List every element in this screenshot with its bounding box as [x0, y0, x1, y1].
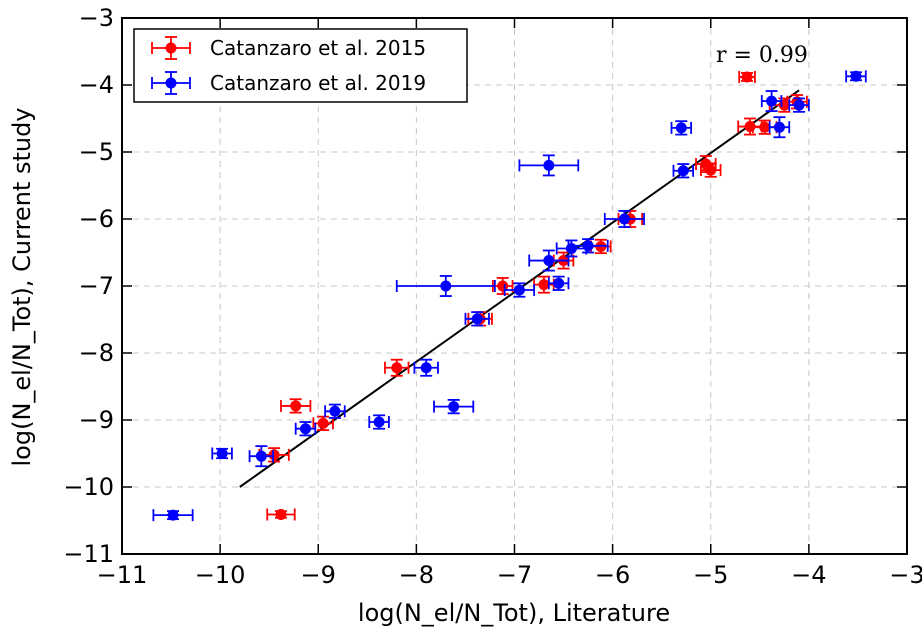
grid-layer	[122, 18, 907, 554]
data-point-marker	[513, 284, 525, 296]
data-point-marker	[275, 508, 287, 520]
data-point-marker	[538, 279, 550, 291]
x-tick-label: −4	[791, 561, 826, 589]
axes-layer: −11 −10 −9 −8 −7 −6 −5 −4 −3 −11 −10 −9 −8 −7 −6 −5 −4 −3	[63, 4, 922, 589]
data-point-series-2	[670, 120, 693, 136]
data-point-series-2	[547, 275, 570, 291]
y-tick-label: −11	[63, 540, 114, 568]
y-tick-label: −8	[79, 339, 114, 367]
x-tick-label: −5	[693, 561, 728, 589]
data-point-series-1	[258, 447, 290, 463]
data-point-series-1	[280, 398, 312, 414]
data-point-series-2	[395, 275, 496, 297]
data-point-marker	[759, 121, 771, 133]
y-tick-label: −10	[63, 473, 114, 501]
data-point-marker	[741, 71, 753, 83]
data-point-marker	[440, 280, 452, 292]
data-point-series-2	[324, 403, 346, 419]
x-tick-label: −10	[195, 561, 246, 589]
data-point-marker	[543, 255, 555, 267]
data-point-marker	[420, 362, 432, 374]
y-tick-label: −3	[79, 4, 114, 32]
data-point-marker	[766, 95, 778, 107]
data-point-marker	[165, 42, 177, 54]
y-tick-label: −9	[79, 406, 114, 434]
data-point-series-2	[603, 210, 645, 228]
legend-marker-series-2	[151, 71, 191, 95]
data-point-series-1	[492, 277, 514, 295]
legend-label-series-2: Catanzaro et al. 2019	[210, 71, 426, 95]
data-point-series-2	[768, 116, 791, 139]
data-point-series-2	[211, 447, 233, 460]
data-point-marker	[705, 164, 717, 176]
legend-label-series-1: Catanzaro et al. 2015	[210, 36, 426, 60]
x-tick-label: −8	[399, 561, 434, 589]
legend-marker-series-1	[151, 36, 191, 60]
data-point-marker	[675, 122, 687, 134]
data-point-series-2	[368, 414, 390, 430]
y-tick-label: −7	[79, 272, 114, 300]
data-point-marker	[373, 416, 385, 428]
data-point-series-2	[248, 445, 275, 468]
data-point-series-2	[294, 421, 317, 437]
data-point-series-2	[413, 358, 439, 377]
data-point-marker	[299, 423, 311, 435]
data-point-series-2	[555, 239, 588, 258]
y-tick-label: −4	[79, 71, 114, 99]
data-point-marker	[329, 405, 341, 417]
data-point-series-1	[312, 415, 334, 431]
data-points-layer	[152, 70, 867, 522]
data-point-series-1	[700, 162, 722, 178]
y-tick-label: −5	[79, 138, 114, 166]
data-point-marker	[448, 401, 460, 413]
data-point-marker	[317, 417, 329, 429]
data-point-series-1	[738, 70, 756, 83]
x-tick-label: −7	[497, 561, 532, 589]
data-point-marker	[677, 165, 689, 177]
data-point-marker	[167, 509, 179, 521]
x-tick-label: −11	[97, 561, 148, 589]
legend: Catanzaro et al. 2015 Catanzaro et al. 2…	[133, 28, 468, 103]
data-point-marker	[618, 213, 630, 225]
legend-box	[133, 28, 468, 103]
data-point-marker	[290, 400, 302, 412]
data-point-marker	[553, 277, 565, 289]
data-point-series-2	[845, 70, 867, 83]
data-point-series-2	[433, 398, 475, 415]
data-point-series-2	[503, 282, 536, 298]
data-point-series-2	[672, 163, 694, 179]
data-point-series-1	[533, 275, 555, 294]
data-point-marker	[165, 77, 177, 89]
data-point-series-2	[567, 238, 609, 254]
data-point-series-1	[384, 358, 410, 377]
x-tick-label: −9	[301, 561, 336, 589]
data-point-series-2	[464, 311, 490, 327]
data-point-series-2	[788, 97, 810, 113]
data-point-series-2	[518, 154, 580, 177]
y-axis-label: log(N_el/N_Tot), Current study	[8, 107, 36, 466]
data-point-series-2	[528, 249, 570, 272]
x-axis-label: log(N_el/N_Tot), Literature	[358, 599, 670, 627]
y-tick-label: −6	[79, 205, 114, 233]
data-point-marker	[471, 313, 483, 325]
data-point-series-2	[760, 90, 783, 113]
x-tick-label: −3	[889, 561, 922, 589]
correlation-annotation: r = 0.99	[716, 43, 808, 68]
data-point-series-1	[266, 508, 296, 521]
data-point-marker	[543, 159, 555, 171]
data-point-series-2	[152, 509, 194, 522]
data-point-marker	[391, 362, 403, 374]
data-point-marker	[850, 70, 862, 82]
data-point-marker	[582, 240, 594, 252]
x-tick-label: −6	[595, 561, 630, 589]
data-point-marker	[773, 121, 785, 133]
legend-markers	[151, 36, 191, 95]
data-point-marker	[793, 99, 805, 111]
data-point-marker	[268, 449, 280, 461]
data-point-marker	[255, 450, 267, 462]
data-point-marker	[216, 448, 228, 459]
